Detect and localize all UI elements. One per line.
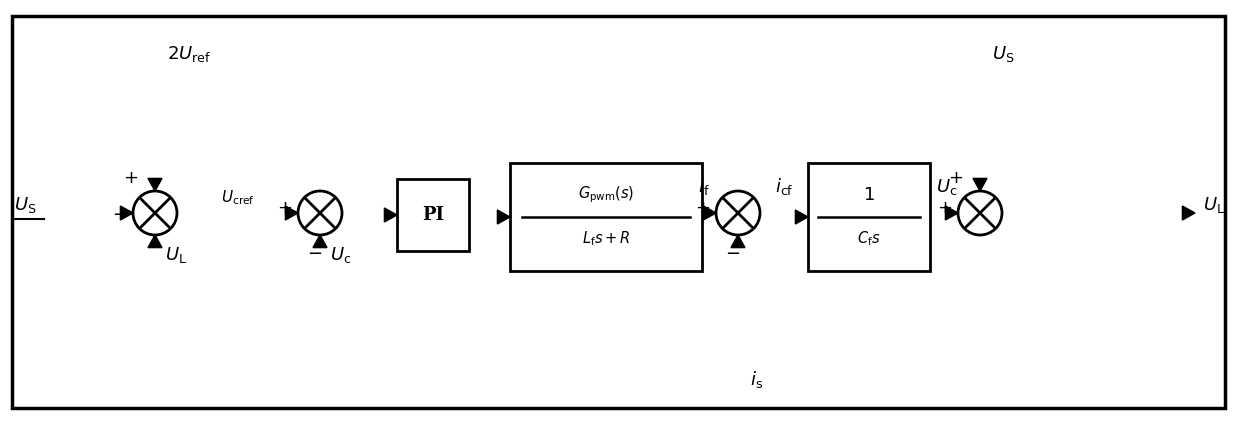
Text: $U_{\rm L}$: $U_{\rm L}$ [165, 245, 187, 265]
Text: $U_{\rm L}$: $U_{\rm L}$ [1203, 195, 1225, 215]
Text: $+$: $+$ [276, 199, 292, 217]
Text: $i_{\rm cf}$: $i_{\rm cf}$ [774, 176, 793, 197]
Text: $U_{\rm c}$: $U_{\rm c}$ [937, 177, 958, 197]
Text: $i_{\rm f}$: $i_{\rm f}$ [698, 176, 710, 197]
Text: $L_\mathrm{f}s+R$: $L_\mathrm{f}s+R$ [582, 230, 631, 248]
Polygon shape [795, 210, 808, 224]
Text: $-$: $-$ [307, 243, 322, 261]
Bar [808, 163, 930, 271]
Text: $C_\mathrm{f}s$: $C_\mathrm{f}s$ [857, 230, 881, 248]
Circle shape [133, 191, 177, 235]
Text: $1$: $1$ [864, 186, 875, 204]
Text: $G_\mathrm{pwm}(s)$: $G_\mathrm{pwm}(s)$ [577, 185, 634, 205]
Polygon shape [731, 235, 745, 248]
Text: $2U_{\rm ref}$: $2U_{\rm ref}$ [167, 44, 212, 64]
Polygon shape [120, 206, 133, 220]
Text: $U_{\rm c}$: $U_{\rm c}$ [330, 245, 352, 265]
Text: $i_{\rm s}$: $i_{\rm s}$ [750, 369, 763, 390]
Polygon shape [973, 178, 987, 191]
Text: $U_{\rm S}$: $U_{\rm S}$ [992, 44, 1015, 64]
Polygon shape [285, 206, 299, 220]
Bar [510, 163, 703, 271]
Polygon shape [147, 235, 162, 248]
Text: PI: PI [422, 206, 444, 224]
Polygon shape [384, 208, 396, 222]
Text: $+$: $+$ [124, 169, 139, 187]
Polygon shape [497, 210, 510, 224]
Circle shape [958, 191, 1002, 235]
Polygon shape [704, 206, 716, 220]
Text: $-$: $-$ [725, 243, 741, 261]
Text: $+$: $+$ [948, 169, 964, 187]
Polygon shape [313, 235, 327, 248]
Polygon shape [1182, 206, 1194, 220]
Circle shape [299, 191, 342, 235]
Text: $+$: $+$ [695, 199, 710, 217]
Text: $+$: $+$ [937, 199, 952, 217]
Polygon shape [945, 206, 958, 220]
Polygon shape [147, 178, 162, 191]
Text: $U_{\rm S}$: $U_{\rm S}$ [14, 195, 36, 215]
Circle shape [716, 191, 760, 235]
Text: $U_{\rm cref}$: $U_{\rm cref}$ [221, 189, 254, 207]
Text: $-$: $-$ [112, 204, 128, 222]
Bar [396, 179, 470, 251]
